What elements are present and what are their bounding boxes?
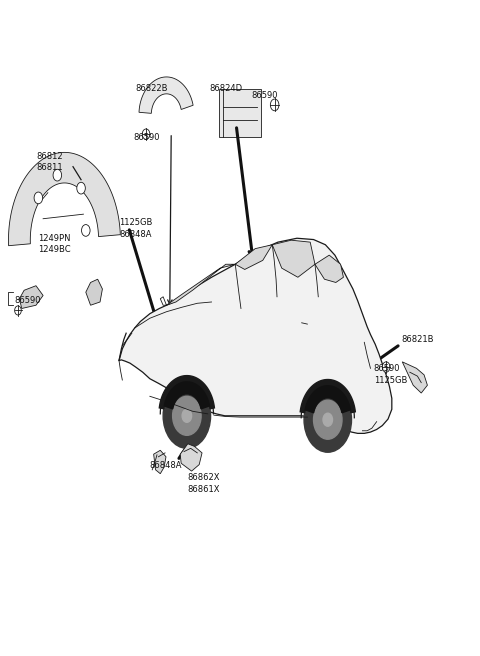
Polygon shape: [305, 386, 350, 413]
Text: 86861X: 86861X: [188, 485, 220, 494]
Text: 86590: 86590: [133, 133, 160, 142]
Circle shape: [323, 413, 333, 426]
Text: 1249BC: 1249BC: [38, 245, 71, 255]
Polygon shape: [139, 77, 193, 113]
Text: 86848A: 86848A: [119, 230, 152, 239]
Circle shape: [142, 129, 150, 139]
Text: 86821B: 86821B: [401, 335, 434, 344]
Polygon shape: [402, 362, 427, 393]
Circle shape: [14, 306, 21, 315]
Text: 86590: 86590: [252, 91, 278, 100]
Text: 86848A: 86848A: [150, 461, 182, 470]
Polygon shape: [159, 376, 215, 409]
Polygon shape: [86, 279, 102, 305]
Circle shape: [53, 169, 61, 181]
Circle shape: [163, 383, 211, 448]
Polygon shape: [272, 240, 315, 277]
Polygon shape: [219, 89, 261, 137]
Text: 1125GB: 1125GB: [374, 375, 407, 384]
Text: 86590: 86590: [14, 296, 41, 304]
Circle shape: [82, 224, 90, 236]
Polygon shape: [19, 286, 43, 308]
Polygon shape: [119, 238, 392, 434]
Circle shape: [313, 400, 342, 440]
Text: 86812
86811: 86812 86811: [36, 152, 62, 172]
Polygon shape: [154, 450, 166, 474]
Polygon shape: [9, 152, 120, 246]
Polygon shape: [167, 264, 235, 305]
Text: 1125GB: 1125GB: [119, 218, 152, 227]
Polygon shape: [315, 255, 343, 283]
Circle shape: [34, 192, 43, 204]
Circle shape: [383, 362, 390, 372]
Polygon shape: [180, 443, 202, 471]
Text: 86590: 86590: [374, 364, 400, 373]
Text: 86862X: 86862X: [188, 473, 220, 482]
Circle shape: [77, 182, 85, 194]
Text: 86822B: 86822B: [136, 84, 168, 93]
Text: 1249PN: 1249PN: [38, 234, 71, 243]
Polygon shape: [300, 380, 355, 413]
Polygon shape: [164, 382, 209, 409]
Circle shape: [270, 99, 279, 111]
Circle shape: [182, 409, 192, 422]
Circle shape: [173, 396, 201, 436]
Circle shape: [304, 387, 351, 452]
Text: 86824D: 86824D: [209, 84, 242, 93]
Polygon shape: [235, 245, 272, 270]
